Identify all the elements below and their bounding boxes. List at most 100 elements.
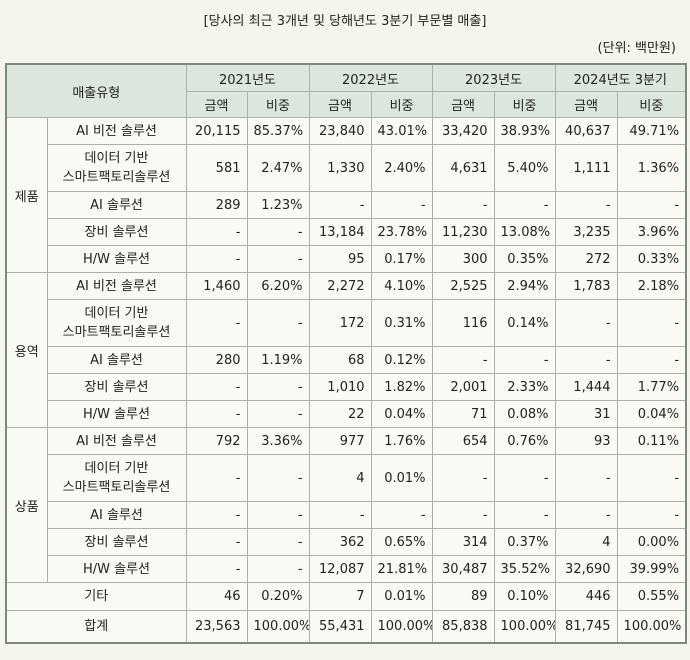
amount-cell: 4,631: [431, 144, 495, 192]
category-label-line: AI 솔루션: [90, 507, 143, 523]
amount-cell: 446: [554, 582, 618, 611]
ratio-cell: -: [246, 501, 310, 529]
ratio-cell: 21.81%: [370, 555, 433, 583]
ratio-cell: 1.76%: [370, 427, 433, 455]
table-row: AI 솔루션 289 1.23% - - - - - -: [6, 191, 687, 219]
table-row: 장비 솔루션 - -13,184 23.78% 11,230 13.08% 3,235 3.9…: [6, 218, 687, 246]
etc-label: 기타: [5, 582, 187, 611]
amount-cell: 362: [308, 528, 372, 556]
ratio-cell: 0.55%: [616, 582, 687, 611]
amount-cell: 20,115: [185, 117, 248, 145]
category-label: 장비 솔루션: [46, 528, 187, 556]
amount-cell: 89: [431, 582, 495, 611]
amount-cell: -: [308, 191, 372, 219]
ratio-cell: -: [616, 191, 687, 219]
amount-cell: 1,111: [554, 144, 618, 192]
amount-cell: 13,184: [308, 218, 372, 246]
category-label-line: AI 비전 솔루션: [76, 278, 157, 294]
amount-cell: 654: [431, 427, 495, 455]
ratio-cell: 0.04%: [370, 400, 433, 428]
ratio-cell: 38.93%: [493, 117, 556, 145]
amount-cell: 2,525: [431, 272, 495, 300]
ratio-cell: 13.08%: [493, 218, 556, 246]
amount-cell: 1,460: [185, 272, 248, 300]
ratio-cell: 0.65%: [370, 528, 433, 556]
amount-cell: 2,001: [431, 373, 495, 401]
amount-cell: 68: [308, 346, 372, 374]
total-label: 합계: [5, 610, 187, 644]
amount-cell: -: [185, 454, 248, 502]
category-label-line: H/W 솔루션: [82, 406, 151, 422]
ratio-cell: 0.08%: [493, 400, 556, 428]
header-ratio: 비중: [370, 91, 433, 118]
ratio-cell: 39.99%: [616, 555, 687, 583]
ratio-cell: 0.04%: [616, 400, 687, 428]
ratio-cell: 35.52%: [493, 555, 556, 583]
category-label: AI 비전 솔루션: [46, 117, 187, 145]
category-label-line: 데이터 기반: [84, 151, 149, 166]
amount-cell: -: [431, 501, 495, 529]
ratio-cell: 0.17%: [370, 245, 433, 273]
amount-cell: 792: [185, 427, 248, 455]
amount-cell: -: [554, 346, 618, 374]
category-label-line: AI 솔루션: [90, 352, 143, 368]
ratio-cell: -: [616, 299, 687, 347]
table-row: H/W 솔루션 - -22 0.04% 71 0.08% 31 0.04%: [6, 400, 687, 428]
amount-cell: 300: [431, 245, 495, 273]
category-label-line: 데이터 기반: [84, 306, 149, 321]
ratio-cell: 1.23%: [246, 191, 310, 219]
table-row: 데이터 기반 스마트팩토리솔루션 - -172 0.31% 116 0.14% - -: [6, 299, 687, 347]
ratio-cell: 1.36%: [616, 144, 687, 192]
ratio-cell: -: [493, 191, 556, 219]
ratio-cell: 0.35%: [493, 245, 556, 273]
table-row: 데이터 기반 스마트팩토리솔루션 581 2.47% 1,330 2.40% 4,631 5.…: [6, 144, 687, 192]
ratio-cell: 85.37%: [246, 117, 310, 145]
ratio-cell: 0.12%: [370, 346, 433, 374]
ratio-cell: -: [370, 191, 433, 219]
ratio-cell: -: [246, 299, 310, 347]
amount-cell: -: [554, 191, 618, 219]
header-ratio: 비중: [493, 91, 556, 118]
amount-cell: 116: [431, 299, 495, 347]
ratio-cell: 0.11%: [616, 427, 687, 455]
amount-cell: 1,444: [554, 373, 618, 401]
amount-cell: -: [431, 346, 495, 374]
ratio-cell: 0.01%: [370, 454, 433, 502]
ratio-cell: 0.10%: [493, 582, 556, 611]
ratio-cell: -: [493, 501, 556, 529]
category-label: 데이터 기반 스마트팩토리솔루션: [46, 454, 187, 502]
ratio-cell: -: [246, 528, 310, 556]
ratio-cell: -: [493, 454, 556, 502]
amount-cell: 1,330: [308, 144, 372, 192]
table-row: H/W 솔루션 - -12,087 21.81% 30,487 35.52% 32,690 3…: [6, 555, 687, 583]
amount-cell: 55,431: [308, 610, 372, 644]
ratio-cell: 3.36%: [246, 427, 310, 455]
table-row: 장비 솔루션 - -1,010 1.82% 2,001 2.33% 1,444 1.77%: [6, 373, 687, 401]
ratio-cell: -: [616, 501, 687, 529]
amount-cell: 1,010: [308, 373, 372, 401]
table-row: 상품 AI 비전 솔루션 792 3.36% 977 1.76% 654 0.76% 93 0.1…: [5, 427, 687, 583]
amount-cell: 22: [308, 400, 372, 428]
ratio-cell: 100.00%: [246, 610, 310, 644]
ratio-cell: 0.37%: [493, 528, 556, 556]
category-label: 장비 솔루션: [46, 218, 187, 246]
header-year: 2022년도: [308, 63, 433, 92]
category-label: AI 솔루션: [46, 346, 187, 374]
amount-cell: -: [185, 400, 248, 428]
amount-cell: 32,690: [554, 555, 618, 583]
amount-cell: 3,235: [554, 218, 618, 246]
amount-cell: 977: [308, 427, 372, 455]
category-label: AI 솔루션: [46, 191, 187, 219]
ratio-cell: 0.00%: [616, 528, 687, 556]
ratio-cell: -: [370, 501, 433, 529]
amount-cell: 581: [185, 144, 248, 192]
ratio-cell: 3.96%: [616, 218, 687, 246]
amount-cell: 12,087: [308, 555, 372, 583]
category-label: AI 비전 솔루션: [46, 427, 187, 455]
amount-cell: 11,230: [431, 218, 495, 246]
amount-cell: 71: [431, 400, 495, 428]
amount-cell: 93: [554, 427, 618, 455]
header-year: 2023년도: [431, 63, 556, 92]
amount-cell: -: [185, 299, 248, 347]
amount-cell: -: [185, 218, 248, 246]
